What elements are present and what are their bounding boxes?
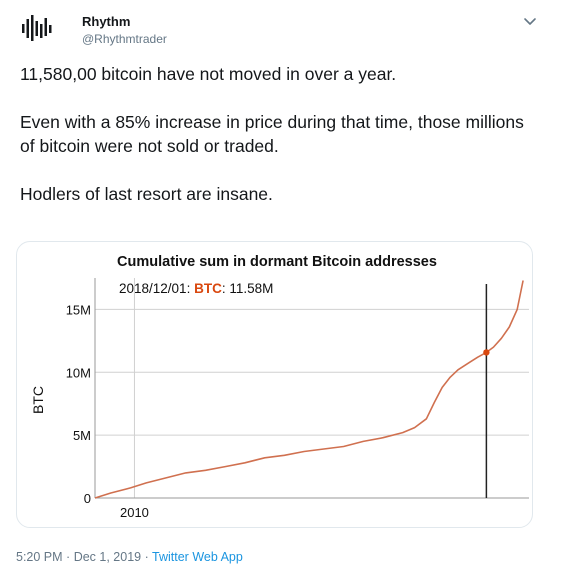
- separator: ·: [66, 550, 71, 564]
- y-tick-label: 15M: [66, 302, 91, 317]
- chart: Cumulative sum in dormant Bitcoin addres…: [30, 254, 529, 520]
- tweet-time[interactable]: 5:20 PM: [16, 550, 63, 564]
- tweet-paragraph: Even with a 85% increase in price during…: [20, 112, 524, 156]
- source-app-link[interactable]: Twitter Web App: [152, 550, 243, 564]
- annotation-label: BTC: [194, 281, 222, 296]
- y-tick-label: 5M: [73, 428, 91, 443]
- series-line: [94, 280, 524, 499]
- chevron-down-icon[interactable]: [521, 12, 539, 30]
- y-axis-label: BTC: [30, 386, 46, 414]
- tick-labels: 0 5M 10M 15M 2010: [66, 302, 149, 520]
- author-name[interactable]: Rhythm: [82, 14, 131, 29]
- tweet-header: Rhythm @Rhythmtrader: [16, 8, 547, 48]
- chart-title: Cumulative sum in dormant Bitcoin addres…: [117, 254, 437, 270]
- grid: [94, 278, 529, 499]
- tweet-date[interactable]: Dec 1, 2019: [73, 550, 142, 564]
- tweet-text: 11,580,00 bitcoin have not moved in over…: [20, 62, 540, 206]
- annotation-value: 11.58M: [229, 281, 273, 296]
- soundwave-logo-icon[interactable]: [16, 12, 56, 44]
- author-handle[interactable]: @Rhythmtrader: [82, 32, 167, 46]
- separator: ·: [144, 550, 149, 564]
- cursor-point: [483, 349, 490, 356]
- chart-annotation: 2018/12/01: BTC: 11.58M: [119, 281, 273, 296]
- x-tick-label: 2010: [120, 505, 149, 520]
- tweet-paragraph: Hodlers of last resort are insane.: [20, 184, 273, 204]
- media-card[interactable]: Cumulative sum in dormant Bitcoin addres…: [16, 241, 533, 528]
- tweet-footer: 5:20 PM · Dec 1, 2019 · Twitter Web App: [16, 550, 243, 564]
- y-tick-label: 10M: [66, 365, 91, 380]
- annotation-sep: :: [222, 281, 230, 296]
- y-tick-label: 0: [84, 491, 91, 506]
- series: [94, 280, 524, 499]
- tweet-paragraph: 11,580,00 bitcoin have not moved in over…: [20, 64, 397, 84]
- annotation-date: 2018/12/01: [119, 281, 187, 296]
- annotation-colon: :: [187, 281, 195, 296]
